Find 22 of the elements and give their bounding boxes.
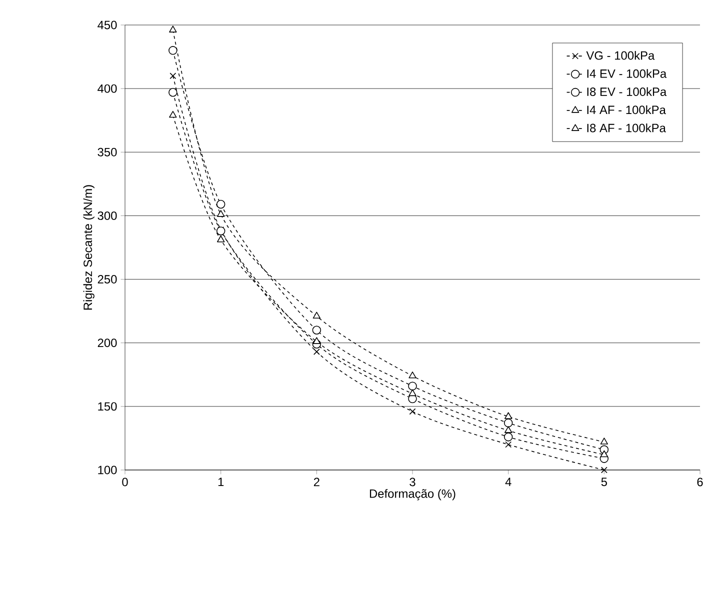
legend-label: I4 EV - 100kPa xyxy=(587,69,667,78)
y-tick-label: 200 xyxy=(98,338,117,348)
y-axis-title: Rigidez Secante (kN/m) xyxy=(83,185,94,310)
x-axis-title: Deformação (%) xyxy=(370,489,456,500)
x-tick-label: 1 xyxy=(218,478,224,486)
y-tick-label: 250 xyxy=(98,275,117,284)
y-tick-label: 450 xyxy=(98,20,117,30)
x-tick-label: 6 xyxy=(697,478,703,486)
y-tick-label: 400 xyxy=(98,84,117,93)
legend-label: I4 AF - 100kPa xyxy=(587,105,666,114)
legend-label: VG - 100kPa xyxy=(586,50,655,60)
x-tick-label: 5 xyxy=(601,478,607,486)
legend-label: I8 AF - 100kPa xyxy=(587,123,666,132)
y-tick-label: 150 xyxy=(98,402,117,411)
y-tick-label: 300 xyxy=(98,211,117,220)
x-tick-label: 2 xyxy=(314,478,320,486)
x-tick-label: 4 xyxy=(505,478,512,486)
legend-label: I8 EV - 100kPa xyxy=(587,87,667,96)
x-tick-label: 0 xyxy=(122,478,128,486)
x-tick-label: 3 xyxy=(410,478,416,486)
y-tick-label: 350 xyxy=(98,148,117,156)
y-tick-label: 100 xyxy=(98,466,117,474)
